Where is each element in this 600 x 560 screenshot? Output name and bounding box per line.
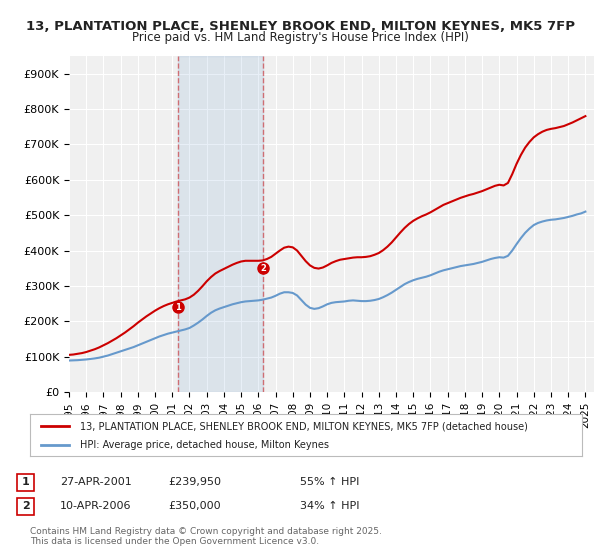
Text: Price paid vs. HM Land Registry's House Price Index (HPI): Price paid vs. HM Land Registry's House …: [131, 31, 469, 44]
Bar: [178, 56, 263, 392]
Text: 2: 2: [22, 501, 29, 511]
Text: 2: 2: [260, 264, 266, 273]
Text: 27-APR-2001: 27-APR-2001: [60, 477, 132, 487]
Text: 34% ↑ HPI: 34% ↑ HPI: [300, 501, 359, 511]
Text: 13, PLANTATION PLACE, SHENLEY BROOK END, MILTON KEYNES, MK5 7FP: 13, PLANTATION PLACE, SHENLEY BROOK END,…: [25, 20, 575, 32]
Text: HPI: Average price, detached house, Milton Keynes: HPI: Average price, detached house, Milt…: [80, 440, 329, 450]
Text: 1: 1: [22, 477, 29, 487]
Text: £350,000: £350,000: [168, 501, 221, 511]
Text: 55% ↑ HPI: 55% ↑ HPI: [300, 477, 359, 487]
Text: 13, PLANTATION PLACE, SHENLEY BROOK END, MILTON KEYNES, MK5 7FP (detached house): 13, PLANTATION PLACE, SHENLEY BROOK END,…: [80, 421, 527, 431]
Text: 1: 1: [175, 302, 181, 311]
Text: Contains HM Land Registry data © Crown copyright and database right 2025.
This d: Contains HM Land Registry data © Crown c…: [30, 526, 382, 546]
Text: £239,950: £239,950: [168, 477, 221, 487]
Text: 10-APR-2006: 10-APR-2006: [60, 501, 131, 511]
